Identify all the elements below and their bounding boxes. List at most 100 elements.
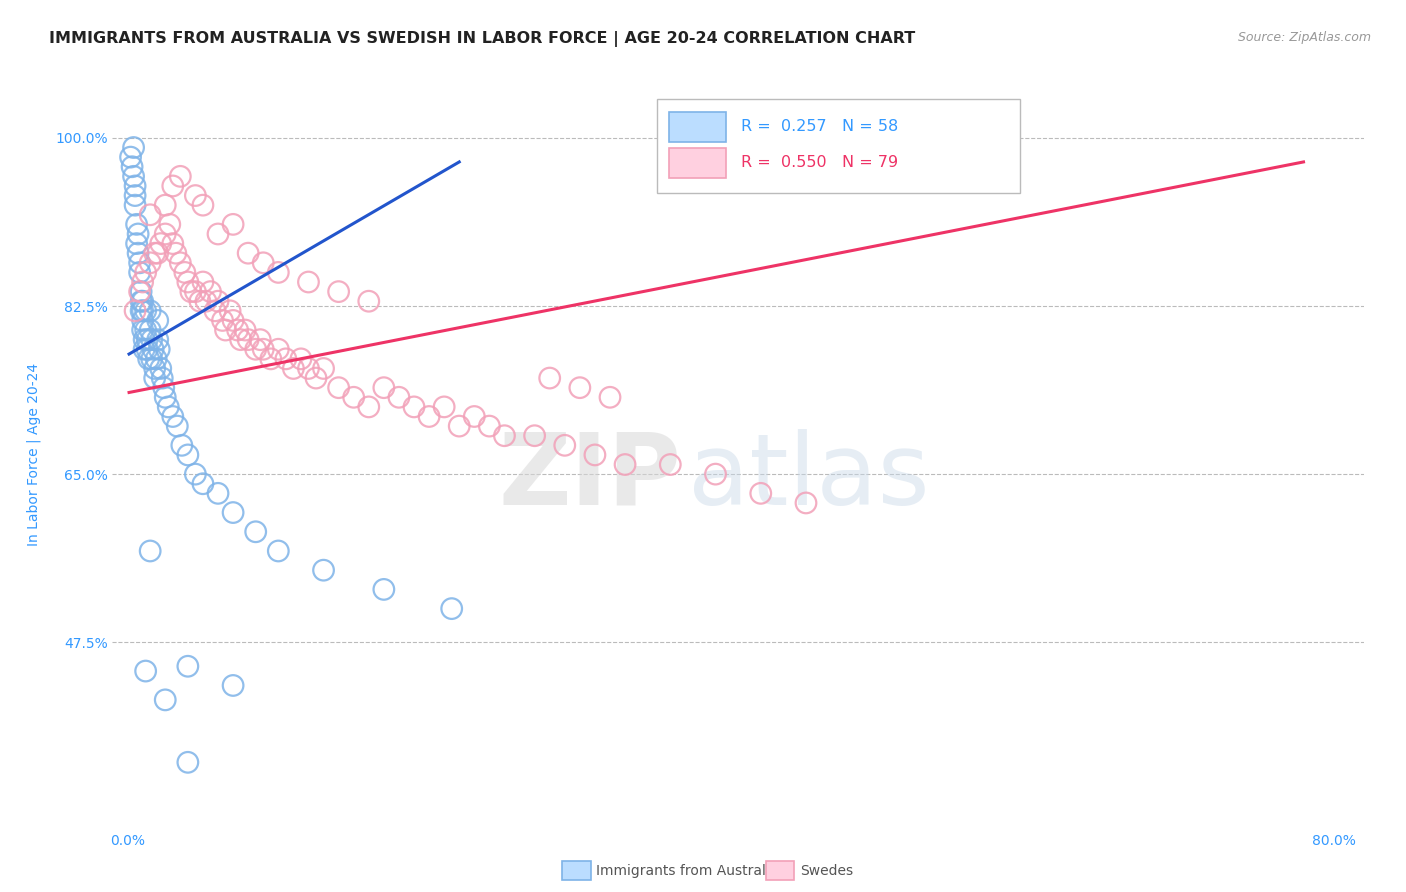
Point	[150, 371, 173, 385]
Point	[139, 544, 162, 558]
Point	[180, 285, 202, 299]
Point	[449, 419, 471, 434]
FancyBboxPatch shape	[657, 99, 1019, 193]
Point	[463, 409, 485, 424]
Point	[599, 390, 621, 404]
Point	[120, 150, 142, 164]
Point	[134, 343, 156, 357]
Point	[373, 381, 395, 395]
Point	[141, 333, 163, 347]
Point	[128, 256, 150, 270]
Point	[252, 343, 274, 357]
Point	[129, 294, 152, 309]
Point	[388, 390, 411, 404]
Point	[131, 323, 153, 337]
Text: atlas: atlas	[688, 429, 929, 526]
Point	[141, 351, 163, 366]
Point	[245, 524, 267, 539]
Point	[184, 285, 207, 299]
Point	[238, 246, 260, 260]
Point	[155, 227, 177, 241]
Point	[222, 678, 245, 692]
Point	[139, 303, 162, 318]
Point	[373, 582, 395, 597]
Point	[222, 506, 245, 520]
Point	[207, 294, 229, 309]
FancyBboxPatch shape	[669, 112, 725, 142]
Point	[143, 361, 166, 376]
Point	[129, 285, 152, 299]
Point	[131, 275, 153, 289]
Point	[343, 390, 366, 404]
Point	[267, 544, 290, 558]
Point	[554, 438, 576, 452]
Point	[124, 303, 146, 318]
Point	[135, 664, 157, 678]
FancyBboxPatch shape	[669, 148, 725, 178]
Point	[184, 467, 207, 482]
Point	[177, 659, 200, 673]
Point	[139, 256, 162, 270]
Point	[131, 313, 153, 327]
Point	[357, 294, 380, 309]
Point	[177, 756, 200, 770]
Text: ZIP: ZIP	[499, 429, 682, 526]
Point	[143, 371, 166, 385]
Point	[155, 198, 177, 212]
Point	[211, 313, 233, 327]
Point	[418, 409, 440, 424]
Point	[162, 178, 184, 193]
Point	[131, 294, 153, 309]
Point	[194, 294, 217, 309]
Point	[138, 351, 160, 366]
Point	[131, 303, 153, 318]
Point	[440, 601, 463, 615]
Point	[157, 400, 180, 414]
Point	[149, 236, 172, 251]
Point	[146, 246, 169, 260]
Point	[494, 428, 516, 442]
Y-axis label: In Labor Force | Age 20-24: In Labor Force | Age 20-24	[27, 363, 41, 547]
Point	[267, 343, 290, 357]
Point	[538, 371, 561, 385]
Point	[219, 303, 242, 318]
Point	[252, 256, 274, 270]
Point	[122, 169, 145, 184]
Point	[312, 563, 335, 577]
Point	[523, 428, 546, 442]
Point	[568, 381, 591, 395]
Point	[124, 198, 146, 212]
Point	[125, 236, 148, 251]
Point	[357, 400, 380, 414]
Point	[188, 294, 211, 309]
Point	[191, 198, 214, 212]
Point	[214, 323, 236, 337]
Point	[159, 218, 181, 232]
Point	[207, 486, 229, 500]
Point	[152, 381, 174, 395]
Point	[128, 285, 150, 299]
Point	[200, 285, 222, 299]
Point	[148, 343, 170, 357]
Point	[149, 361, 172, 376]
Text: Source: ZipAtlas.com: Source: ZipAtlas.com	[1237, 31, 1371, 45]
Point	[135, 265, 157, 279]
Point	[162, 409, 184, 424]
Point	[122, 140, 145, 154]
Point	[191, 275, 214, 289]
Point	[146, 333, 169, 347]
Point	[177, 448, 200, 462]
Point	[328, 381, 350, 395]
Text: Swedes: Swedes	[800, 863, 853, 878]
Point	[127, 246, 149, 260]
Point	[478, 419, 501, 434]
Point	[169, 169, 191, 184]
Point	[614, 458, 637, 472]
Point	[136, 333, 159, 347]
Point	[226, 323, 249, 337]
Text: Immigrants from Australia: Immigrants from Australia	[596, 863, 779, 878]
Point	[139, 323, 162, 337]
Point	[134, 333, 156, 347]
Point	[312, 361, 335, 376]
Point	[125, 218, 148, 232]
